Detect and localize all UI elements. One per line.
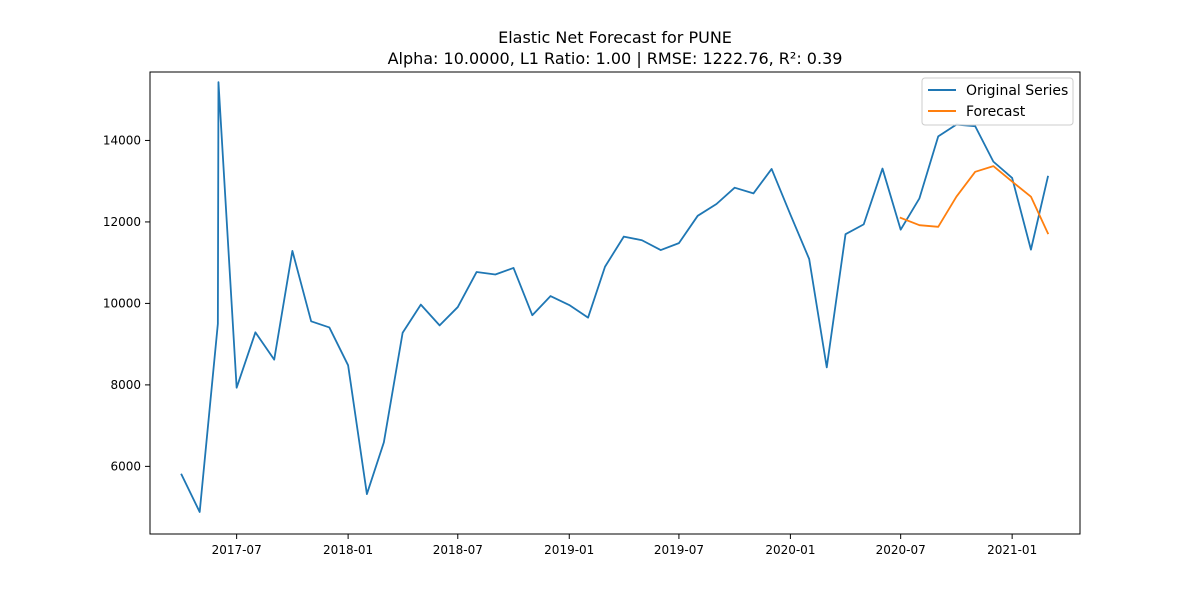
x-tick-label: 2018-01 (323, 543, 373, 557)
series-layer (180, 81, 1050, 513)
series-line-forecast (899, 165, 1050, 235)
y-tick-label: 10000 (103, 296, 141, 310)
y-tick-label: 12000 (103, 215, 141, 229)
y-tick-label: 8000 (110, 378, 141, 392)
legend-label-original-series: Original Series (966, 83, 1068, 99)
chart-subtitle: Alpha: 10.0000, L1 Ratio: 1.00 | RMSE: 1… (388, 49, 843, 68)
x-tick-label: 2019-07 (654, 543, 704, 557)
y-axis: 6000 8000 10000 12000 14000 (103, 133, 150, 473)
x-tick-label: 2021-01 (987, 543, 1037, 557)
x-axis: 2017-07 2018-01 2018-07 2019-01 2019-07 2020-… (212, 534, 1037, 557)
series-line-original-series (180, 81, 1049, 513)
y-tick-label: 6000 (110, 459, 141, 473)
legend-label-forecast: Forecast (966, 104, 1026, 120)
x-tick-label: 2018-07 (433, 543, 483, 557)
x-tick-label: 2017-07 (212, 543, 262, 557)
chart-title: Elastic Net Forecast for PUNE (498, 28, 732, 47)
plot-frame (149, 71, 1081, 535)
legend-box (921, 77, 1074, 126)
y-tick-label: 14000 (103, 133, 141, 147)
x-tick-label: 2019-01 (544, 543, 594, 557)
x-tick-label: 2020-01 (765, 543, 815, 557)
legend: Original Series Forecast (921, 77, 1074, 126)
x-tick-label: 2020-07 (876, 543, 926, 557)
